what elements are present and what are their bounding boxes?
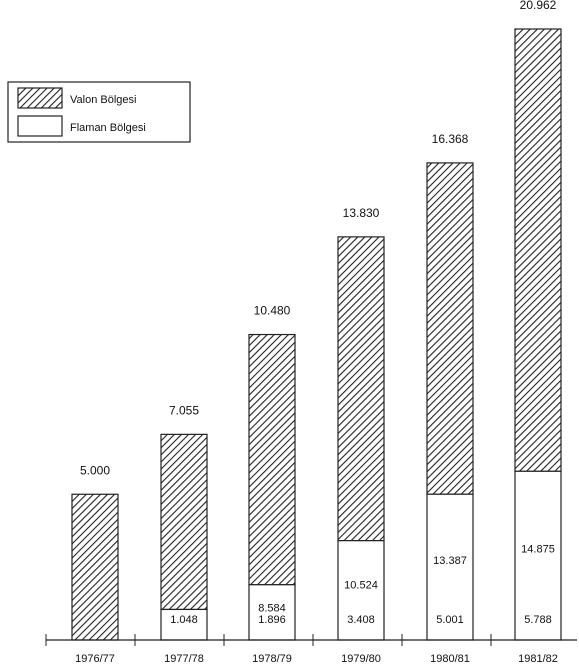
bar-flaman-5 (514, 470, 562, 641)
inner-label: 5.788 (524, 614, 552, 626)
bar-valon-4 (426, 162, 474, 495)
total-label: 7.055 (169, 403, 199, 417)
inner-label: 1.896 (258, 614, 286, 626)
total-label: 13.830 (343, 206, 380, 220)
inner-label: 13.387 (433, 555, 467, 567)
labels-layer: 5.0001976/777.0551.0486.0071977/7810.480… (75, 0, 558, 665)
category-label: 1976/77 (75, 653, 115, 665)
total-label: 5.000 (80, 463, 110, 477)
inner-label: 8.584 (258, 602, 286, 614)
inner-label: 10.524 (344, 579, 378, 591)
inner-label: 5.001 (436, 614, 464, 626)
legend-label-valon: Valon Bölgesi (70, 94, 136, 106)
legend: Valon Bölgesi Flaman Bölgesi (7, 81, 191, 143)
total-label: 10.480 (254, 304, 291, 318)
bar-valon-2 (248, 333, 296, 586)
total-label: 20.962 (520, 0, 557, 12)
legend-swatch-flaman (17, 115, 63, 137)
total-label: 16.368 (432, 132, 469, 146)
category-label: 1980/81 (430, 653, 470, 665)
legend-swatch-valon (17, 87, 63, 109)
category-label: 1977/78 (164, 653, 204, 665)
x-axis (45, 634, 577, 646)
category-label: 1979/80 (341, 653, 381, 665)
bar-valon-5 (514, 28, 562, 472)
legend-label-flaman: Flaman Bölgesi (70, 122, 146, 134)
bar-valon-0 (71, 493, 119, 641)
inner-label: 1.048 (170, 614, 198, 626)
inner-label: 3.408 (347, 614, 375, 626)
bar-valon-3 (337, 236, 385, 542)
bar-valon-1 (160, 433, 208, 611)
category-label: 1978/79 (252, 653, 292, 665)
bars-layer (71, 28, 562, 641)
category-label: 1981/82 (518, 653, 558, 665)
inner-label: 14.875 (521, 543, 555, 555)
